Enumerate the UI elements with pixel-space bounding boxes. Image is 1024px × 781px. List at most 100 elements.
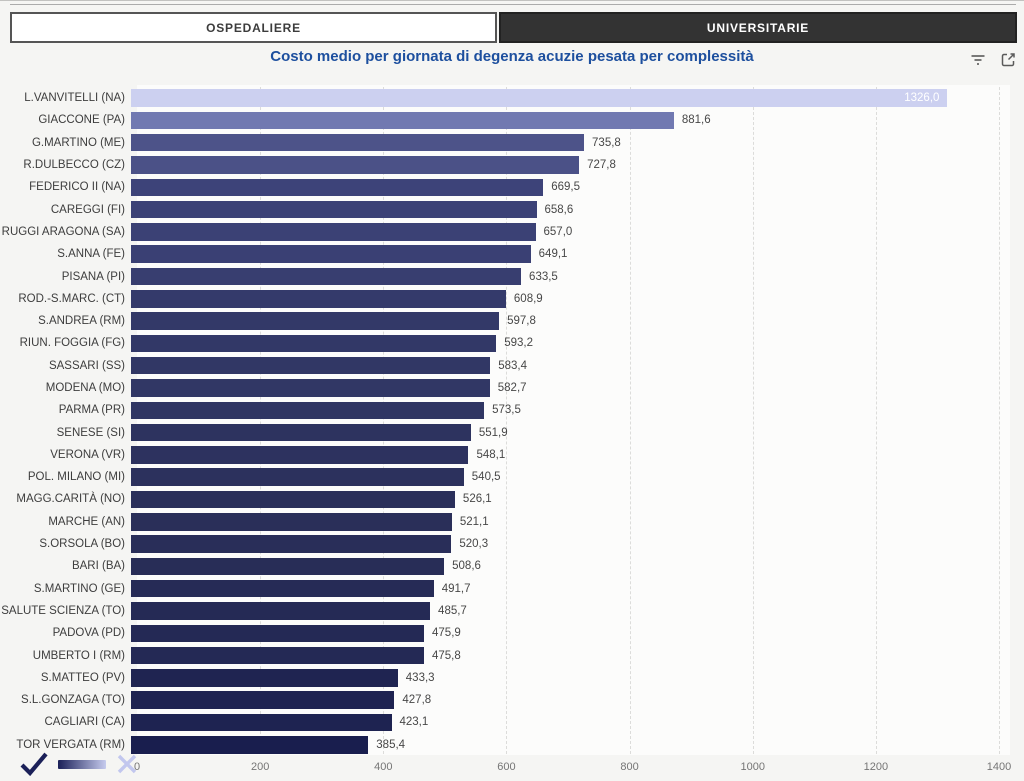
bar[interactable] [131, 267, 522, 286]
x-axis-tick: 400 [374, 761, 393, 773]
value-label: 520,3 [459, 538, 489, 551]
bar[interactable] [131, 535, 452, 553]
bar[interactable] [131, 669, 398, 687]
bar-track: 727,8 [131, 156, 993, 174]
bar[interactable] [131, 513, 452, 531]
value-label: 491,7 [441, 582, 471, 595]
chart-row: S.ANNA (FE) 649,1 [0, 243, 1024, 265]
bar[interactable] [131, 379, 490, 397]
bar[interactable] [131, 579, 434, 598]
bar-track: 427,8 [131, 691, 993, 709]
chart-row: RUGGI ARAGONA (SA) 657,0 [0, 221, 1024, 243]
value-label: 593,2 [504, 337, 534, 350]
bar[interactable] [131, 490, 455, 509]
value-label: 540,5 [471, 471, 501, 484]
bar[interactable] [131, 178, 544, 197]
filter-icon[interactable] [968, 50, 988, 70]
bar[interactable] [131, 223, 536, 241]
visual-header [968, 50, 1018, 70]
bar[interactable] [131, 736, 369, 754]
bar[interactable] [131, 133, 585, 152]
x-axis: 0 200 400 600 800 1000 1200 1400 [134, 761, 1011, 777]
bar-track: 475,9 [131, 624, 993, 643]
bar[interactable] [131, 334, 497, 353]
bar[interactable] [131, 401, 485, 420]
bar[interactable] [131, 423, 471, 442]
category-label: FEDERICO II (NA) [29, 181, 125, 194]
bar[interactable]: 1326,0 [131, 89, 948, 107]
value-label: 573,5 [492, 404, 521, 417]
chart-row: CAREGGI (FI) 658,6 [0, 198, 1024, 220]
bar-track: 573,5 [131, 401, 993, 420]
bar[interactable] [131, 156, 580, 174]
chart-row: TOR VERGATA (RM) 385,4 [0, 734, 1024, 756]
chart-row: PISANA (PI) 633,5 [0, 265, 1024, 287]
chart-row: PARMA (PR) 573,5 [0, 399, 1024, 421]
bar-track: 658,6 [131, 200, 993, 219]
chart-row: POL. MILANO (MI) 540,5 [0, 466, 1024, 488]
value-label: 385,4 [376, 738, 406, 751]
bar[interactable] [131, 468, 464, 486]
bar[interactable] [131, 646, 424, 665]
bar-track: 475,8 [131, 646, 993, 665]
chart-row: G.MARTINO (ME) 735,8 [0, 132, 1024, 154]
bar[interactable] [131, 602, 431, 620]
chart-row: R.DULBECCO (CZ) 727,8 [0, 154, 1024, 176]
bar[interactable] [131, 245, 531, 263]
value-label: 526,1 [462, 493, 492, 506]
bar-track: 433,3 [131, 669, 993, 687]
category-label: R.DULBECCO (CZ) [23, 159, 125, 172]
tab-ospedaliere[interactable]: OSPEDALIERE [10, 12, 497, 43]
chart-row: SASSARI (SS) 583,4 [0, 355, 1024, 377]
category-label: PISANA (PI) [61, 270, 125, 283]
bar[interactable] [131, 312, 500, 330]
chart-row: SALUTE SCIENZA (TO) 485,7 [0, 600, 1024, 622]
bar[interactable] [131, 111, 674, 130]
bar-track: 582,7 [131, 379, 993, 397]
value-label: 427,8 [402, 694, 432, 707]
bar-track: 548,1 [131, 446, 993, 464]
value-label: 633,5 [529, 270, 558, 283]
bar-track: 423,1 [131, 713, 993, 732]
clear-icon[interactable] [116, 753, 138, 775]
value-label: 521,1 [459, 515, 489, 528]
category-label: ROD.-S.MARC. (CT) [18, 292, 125, 305]
check-icon[interactable] [20, 752, 48, 776]
bar[interactable] [131, 691, 395, 709]
gradient-scale[interactable] [58, 759, 106, 769]
chart-row: SENESE (SI) 551,9 [0, 421, 1024, 443]
category-label: CAREGGI (FI) [50, 203, 125, 216]
bar[interactable] [131, 713, 392, 732]
category-label: S.MARTINO (GE) [33, 582, 125, 595]
category-label: S.ORSOLA (BO) [39, 538, 125, 551]
category-label: MARCHE (AN) [48, 515, 125, 528]
tab-universitarie[interactable]: UNIVERSITARIE [499, 12, 1017, 43]
value-label: 608,9 [513, 292, 543, 305]
value-label: 475,9 [432, 627, 461, 640]
value-label: 881,6 [681, 114, 711, 127]
bar[interactable] [131, 446, 469, 464]
category-label: PARMA (PR) [58, 404, 125, 417]
bar-track: 669,5 [131, 178, 993, 197]
bar-track: 508,6 [131, 557, 993, 576]
chart-row: ROD.-S.MARC. (CT) 608,9 [0, 288, 1024, 310]
gradient-legend [20, 750, 138, 778]
bar[interactable] [131, 624, 425, 643]
bar[interactable] [131, 290, 506, 308]
bar[interactable] [131, 200, 537, 219]
focus-mode-icon[interactable] [998, 50, 1018, 70]
chart-row: MARCHE (AN) 521,1 [0, 511, 1024, 533]
chart-row: FEDERICO II (NA) 669,5 [0, 176, 1024, 198]
value-label: 669,5 [551, 181, 580, 194]
chart-row: L.VANVITELLI (NA) 1326,0 [0, 87, 1024, 109]
bar-track: 551,9 [131, 423, 993, 442]
category-label: S.ANDREA (RM) [38, 315, 125, 328]
bar[interactable] [131, 557, 445, 576]
value-label: 1326,0 [904, 92, 940, 105]
chart-row: GIACCONE (PA) 881,6 [0, 109, 1024, 131]
category-label: UMBERTO I (RM) [32, 649, 125, 662]
bar[interactable] [131, 356, 491, 375]
value-label: 597,8 [507, 315, 536, 328]
value-label: 657,0 [543, 225, 573, 238]
x-axis-tick: 600 [497, 761, 516, 773]
